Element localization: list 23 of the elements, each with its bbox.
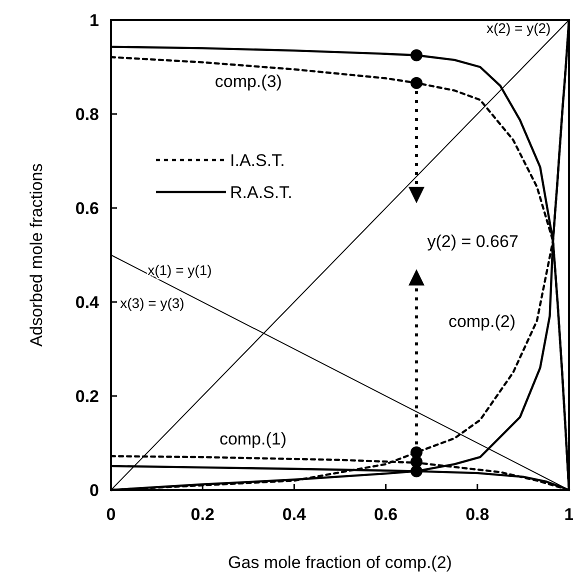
y-tick-label: 0 bbox=[90, 481, 99, 500]
x-tick-label: 1 bbox=[564, 505, 573, 524]
annotation: x(1) = y(1) bbox=[148, 262, 212, 278]
annotation: x(3) = y(3) bbox=[120, 295, 184, 311]
annotation: comp.(3) bbox=[214, 72, 282, 92]
annotation: comp.(1) bbox=[219, 429, 287, 448]
y-tick-label: 0.8 bbox=[75, 105, 99, 124]
annotation: x(2) = y(2) bbox=[486, 20, 551, 36]
x-tick-label: 0 bbox=[106, 505, 116, 524]
y-tick-label: 0.2 bbox=[75, 387, 99, 406]
y-tick-label: 0.4 bbox=[75, 293, 100, 312]
x-axis-title: Gas mole fraction of comp.(2) bbox=[228, 553, 452, 572]
legend-label: I.A.S.T. bbox=[230, 151, 285, 170]
y-axis-title: Adsorbed mole fractions bbox=[27, 163, 46, 347]
annotation: comp.(2) bbox=[448, 312, 516, 331]
x-tick-label: 0.6 bbox=[374, 505, 398, 524]
annotation: y(2) = 0.667 bbox=[427, 232, 518, 251]
x-tick-label: 0.8 bbox=[466, 505, 490, 524]
y-tick-label: 0.6 bbox=[75, 199, 99, 218]
x-tick-label: 0.2 bbox=[190, 505, 214, 524]
y-tick-label: 1 bbox=[90, 11, 99, 30]
x-tick-label: 0.4 bbox=[282, 505, 307, 524]
legend-label: R.A.S.T. bbox=[230, 183, 292, 202]
